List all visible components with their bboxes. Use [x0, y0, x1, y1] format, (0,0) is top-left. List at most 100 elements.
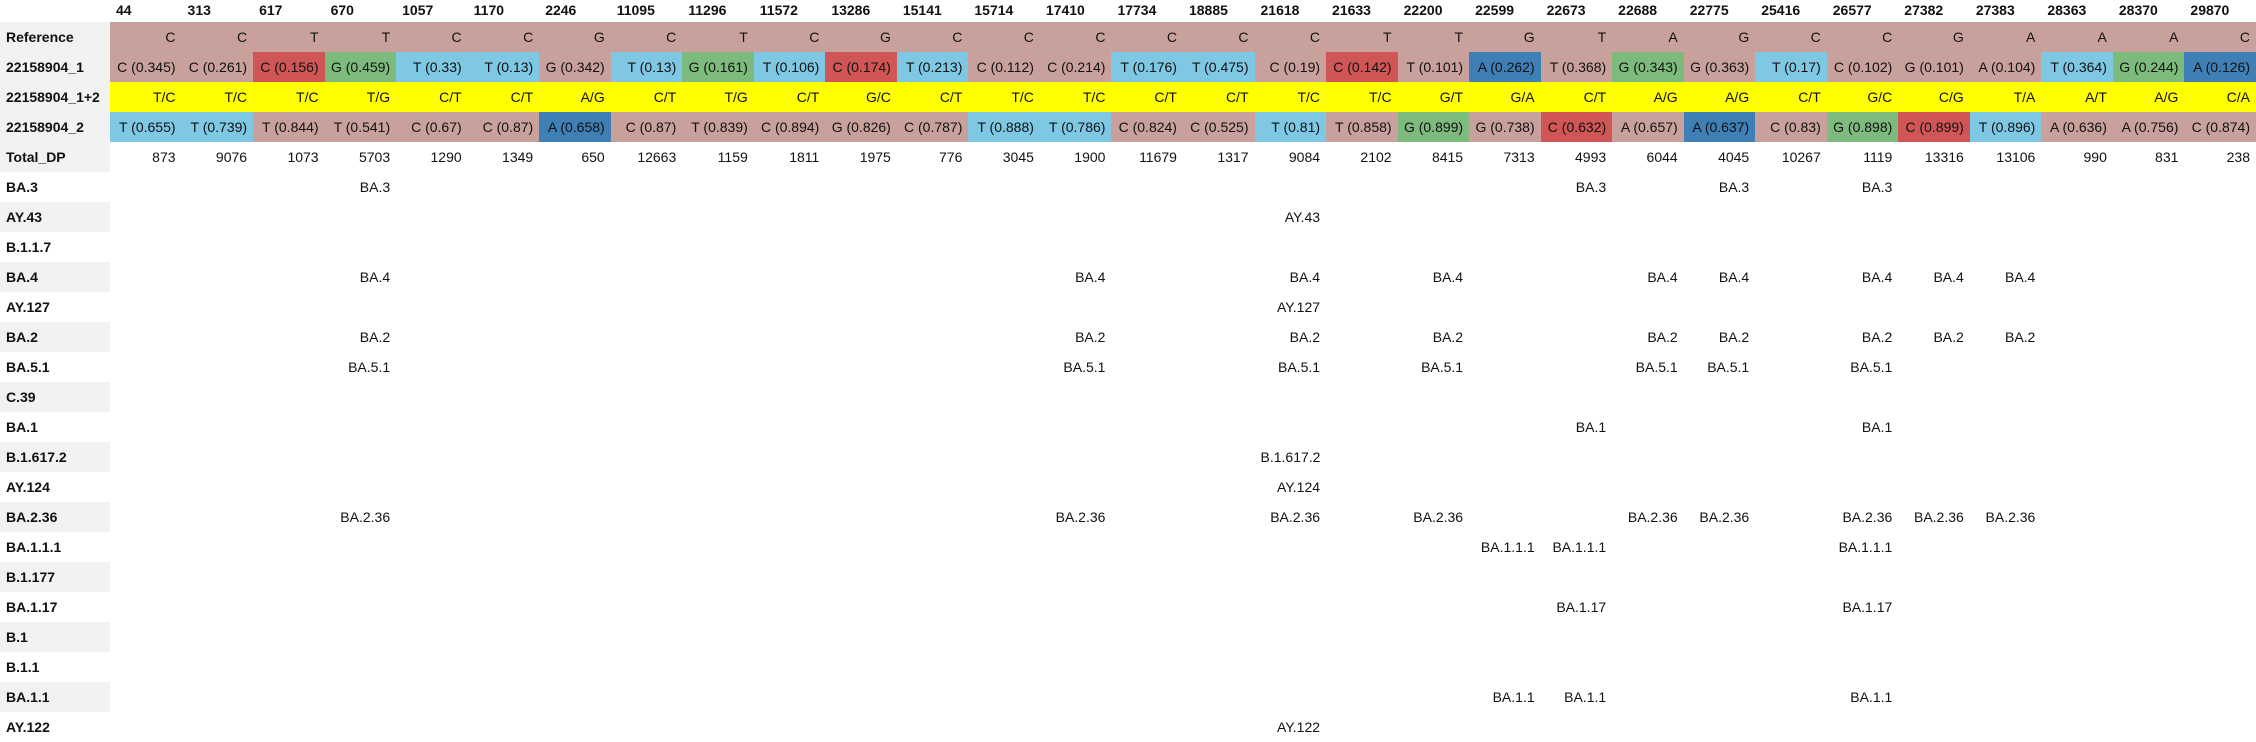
- empty-cell: [1469, 592, 1541, 622]
- allele-cell: C (0.19): [1254, 52, 1327, 82]
- empty-cell: [253, 592, 325, 622]
- empty-cell: [396, 472, 468, 502]
- empty-cell: [2113, 262, 2185, 292]
- empty-cell: [1898, 532, 1970, 562]
- allele-cell: T: [1326, 22, 1398, 52]
- empty-cell: [968, 652, 1040, 682]
- empty-cell: [754, 202, 826, 232]
- empty-cell: [1326, 682, 1398, 712]
- empty-cell: [1326, 232, 1398, 262]
- lineage-mark: BA.2.36: [1270, 509, 1321, 525]
- allele-cell: 7313: [1503, 149, 1535, 165]
- position-header: 22200: [1403, 2, 1443, 18]
- empty-cell: [1612, 592, 1684, 622]
- lineage-row: B.1.1: [0, 652, 2256, 682]
- empty-cell: [1898, 292, 1970, 322]
- allele-cell: 990: [2083, 149, 2107, 165]
- empty-cell: [1469, 232, 1541, 262]
- empty-cell: [2113, 682, 2185, 712]
- empty-cell: [1040, 712, 1112, 742]
- allele-cell: T (0.655): [110, 112, 182, 142]
- empty-cell: [2113, 532, 2185, 562]
- lineage-mark: BA.2: [1075, 329, 1106, 345]
- allele-cell: A (0.756): [2112, 112, 2185, 142]
- empty-cell: [1612, 442, 1684, 472]
- empty-cell: [1111, 382, 1183, 412]
- lineage-mark: BA.5.1: [1707, 359, 1750, 375]
- empty-cell: [110, 532, 182, 562]
- allele-cell: T/G: [682, 82, 754, 112]
- empty-cell: [325, 232, 397, 262]
- lineage-label: BA.2.36: [0, 502, 110, 532]
- empty-cell: [825, 502, 897, 532]
- allele-cell: 10267: [1781, 149, 1821, 165]
- allele-cell: 12663: [637, 149, 677, 165]
- allele-cell: C/T: [1755, 82, 1827, 112]
- empty-cell: [968, 532, 1040, 562]
- empty-cell: [611, 502, 683, 532]
- allele-cell: C (0.824): [1111, 112, 1183, 142]
- position-header: 29870: [2190, 2, 2230, 18]
- empty-cell: [110, 262, 182, 292]
- empty-cell: [110, 412, 182, 442]
- empty-cell: [825, 682, 897, 712]
- allele-cell: T (0.858): [1326, 112, 1398, 142]
- lineage-label: C.39: [0, 382, 110, 412]
- empty-cell: [1898, 202, 1970, 232]
- allele-cell: A/T: [2041, 82, 2113, 112]
- allele-cell: G/A: [1469, 82, 1541, 112]
- empty-cell: [110, 562, 182, 592]
- empty-cell: [2184, 562, 2256, 592]
- empty-cell: [1970, 652, 2042, 682]
- allele-cell: C/T: [1111, 82, 1183, 112]
- allele-cell: C (0.87): [610, 112, 683, 142]
- empty-cell: [2041, 442, 2113, 472]
- allele-cell: T (0.17): [1755, 52, 1827, 82]
- empty-cell: [2184, 322, 2256, 352]
- empty-cell: [1040, 472, 1112, 502]
- allele-cell: G (0.826): [825, 112, 897, 142]
- empty-cell: [1398, 562, 1470, 592]
- empty-cell: [1398, 532, 1470, 562]
- empty-cell: [682, 682, 754, 712]
- empty-cell: [1827, 442, 1899, 472]
- empty-cell: [1970, 352, 2042, 382]
- empty-cell: [1684, 652, 1756, 682]
- empty-cell: [1541, 502, 1613, 532]
- empty-cell: [754, 502, 826, 532]
- empty-cell: [1898, 712, 1970, 742]
- lineage-mark: BA.4: [1432, 269, 1464, 285]
- empty-cell: [968, 592, 1040, 622]
- empty-cell: [1040, 532, 1112, 562]
- allele-cell: A (0.262): [1469, 52, 1541, 82]
- empty-cell: [1183, 382, 1255, 412]
- lineage-mark: BA.2.36: [340, 509, 391, 525]
- position-header: 21618: [1260, 2, 1300, 18]
- position-header: 26577: [1832, 2, 1872, 18]
- lineage-mark: BA.5.1: [1063, 359, 1106, 375]
- empty-cell: [1541, 262, 1613, 292]
- allele-cell: A: [1969, 22, 2042, 52]
- empty-cell: [468, 412, 540, 442]
- lineage-mark: BA.2.36: [1699, 509, 1750, 525]
- empty-cell: [325, 622, 397, 652]
- empty-cell: [611, 682, 683, 712]
- allele-cell: C/T: [896, 82, 969, 112]
- allele-cell: T/C: [253, 82, 325, 112]
- empty-cell: [682, 532, 754, 562]
- empty-cell: [396, 442, 468, 472]
- empty-cell: [539, 652, 611, 682]
- empty-cell: [325, 592, 397, 622]
- empty-cell: [182, 292, 254, 322]
- empty-cell: [968, 382, 1040, 412]
- empty-cell: [825, 652, 897, 682]
- allele-cell: 1119: [1863, 149, 1893, 165]
- allele-cell: G (0.898): [1826, 112, 1899, 142]
- empty-cell: [1970, 532, 2042, 562]
- lineage-mark: BA.1.1: [1850, 689, 1893, 705]
- empty-cell: [682, 232, 754, 262]
- empty-cell: [468, 472, 540, 502]
- empty-cell: [897, 712, 969, 742]
- empty-cell: [1040, 292, 1112, 322]
- empty-cell: [396, 652, 468, 682]
